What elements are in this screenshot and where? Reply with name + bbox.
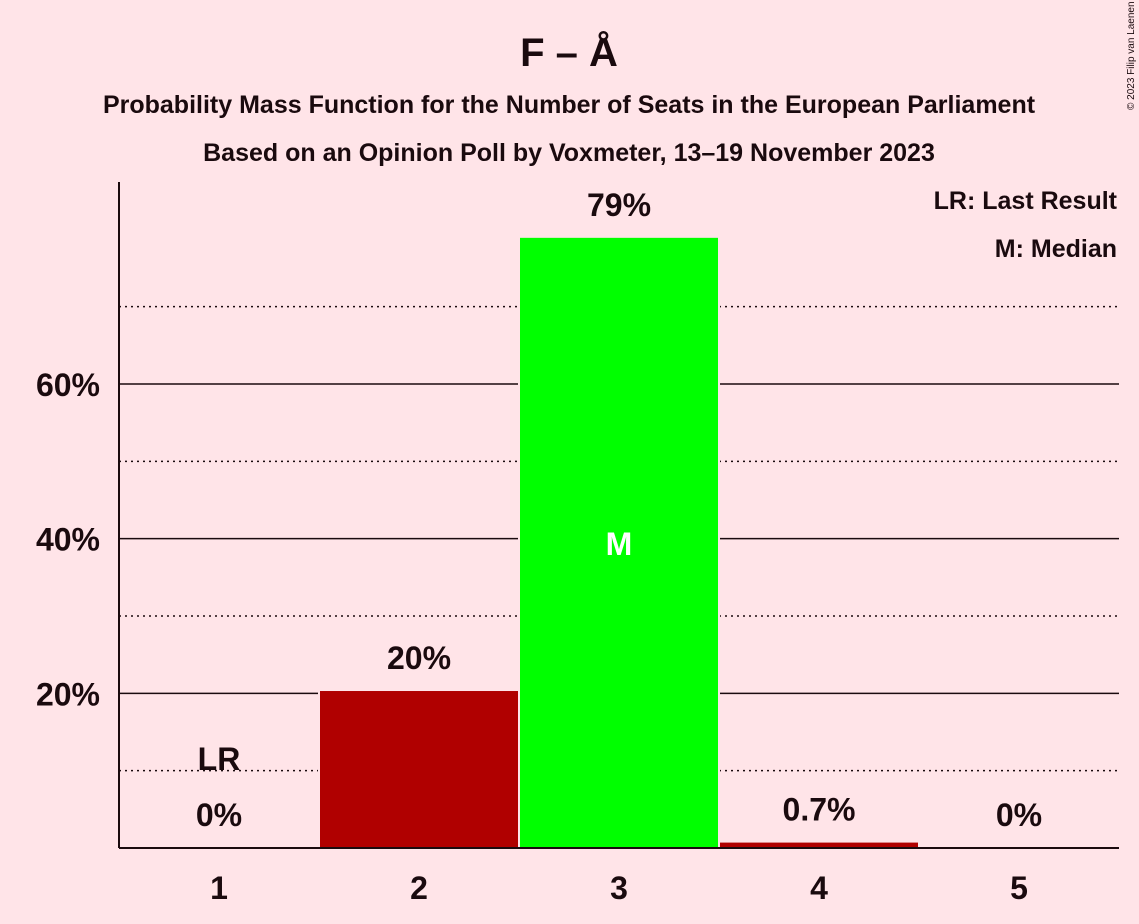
last-result-marker: LR [198,741,241,777]
bar-value-label: 0% [996,797,1042,833]
bar-labels: 0% LR 20% 79% M 0.7% 0% [196,187,1042,833]
y-tick-label: 40% [36,522,100,558]
bar-seats-2 [320,691,518,848]
x-tick-label: 3 [610,870,628,906]
chart-title: F – Å [520,30,618,75]
x-tick-label: 4 [810,870,828,906]
legend-last-result: LR: Last Result [934,187,1118,215]
y-tick-label: 20% [36,676,100,712]
x-tick-label: 5 [1010,870,1028,906]
x-tick-label: 2 [410,870,428,906]
bars [318,235,920,849]
bar-value-label: 20% [387,640,451,676]
bar-seats-3 [520,237,718,849]
axes: 20% 40% 60% 1 2 3 4 5 [36,182,1119,906]
bar-value-label: 79% [587,187,651,223]
bar-value-label: 0% [196,797,242,833]
bar-value-label: 0.7% [783,792,856,828]
chart-subtitle-poll: Based on an Opinion Poll by Voxmeter, 13… [203,139,935,167]
copyright-text: © 2023 Filip van Laenen [1126,1,1137,110]
y-tick-label: 60% [36,367,100,403]
chart-subtitle: Probability Mass Function for the Number… [103,91,1036,119]
median-marker: M [606,526,633,562]
x-tick-label: 1 [210,870,228,906]
legend-median: M: Median [995,235,1117,263]
bar-seats-4 [720,842,918,848]
